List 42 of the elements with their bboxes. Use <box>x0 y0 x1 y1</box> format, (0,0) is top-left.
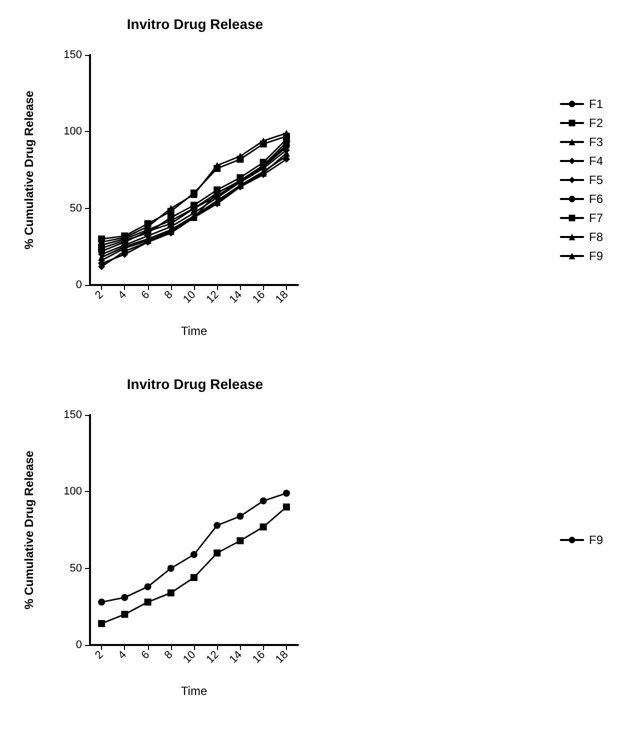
x-tick-label: 10 <box>181 288 198 306</box>
x-tick-label: 16 <box>250 648 268 666</box>
x-tick-label: 2 <box>92 648 106 662</box>
legend-label: F7 <box>588 211 604 225</box>
y-tick-label: 0 <box>76 639 82 651</box>
x-tick-label: 10 <box>181 648 198 666</box>
legend-label: F9 <box>588 533 604 547</box>
x-tick-label: 16 <box>250 288 268 306</box>
x-tick-label: 14 <box>227 288 244 306</box>
y-tick-label: 50 <box>70 202 82 214</box>
y-tick-label: 150 <box>64 49 82 61</box>
legend-label: F8 <box>588 230 604 244</box>
legend-label: F3 <box>588 135 604 149</box>
chart-title: Invitro Drug Release <box>126 16 264 32</box>
legend-label: F1 <box>588 97 604 111</box>
x-tick-label: 4 <box>116 648 129 662</box>
chart-title: Invitro Drug Release <box>126 376 264 392</box>
y-tick-label: 100 <box>64 486 82 498</box>
y-tick-label: 0 <box>76 279 82 291</box>
x-tick-label: 18 <box>274 648 291 666</box>
legend-label: F5 <box>588 173 604 187</box>
x-tick-label: 18 <box>274 288 291 306</box>
x-axis-title: Time <box>180 324 208 338</box>
x-tick-label: 14 <box>227 648 244 666</box>
y-axis-title: % Cumulative Drug Release <box>22 90 36 250</box>
legend-label: F9 <box>588 249 604 263</box>
x-tick-label: 12 <box>204 288 222 306</box>
legend-label: F2 <box>588 116 604 130</box>
x-tick-label: 4 <box>116 288 129 302</box>
y-axis-title: % Cumulative Drug Release <box>22 450 36 610</box>
x-tick-label: 2 <box>92 288 106 302</box>
legend-label: F4 <box>588 154 604 168</box>
legend-label: F6 <box>588 192 604 206</box>
x-tick-label: 8 <box>162 648 176 662</box>
x-tick-label: 12 <box>204 648 222 666</box>
x-tick-label: 8 <box>162 288 176 302</box>
y-tick-label: 50 <box>70 562 82 574</box>
x-tick-label: 6 <box>139 648 152 662</box>
x-tick-label: 6 <box>139 288 152 302</box>
y-tick-label: 150 <box>64 409 82 421</box>
y-tick-label: 100 <box>64 126 82 138</box>
x-axis-title: Time <box>180 684 208 698</box>
